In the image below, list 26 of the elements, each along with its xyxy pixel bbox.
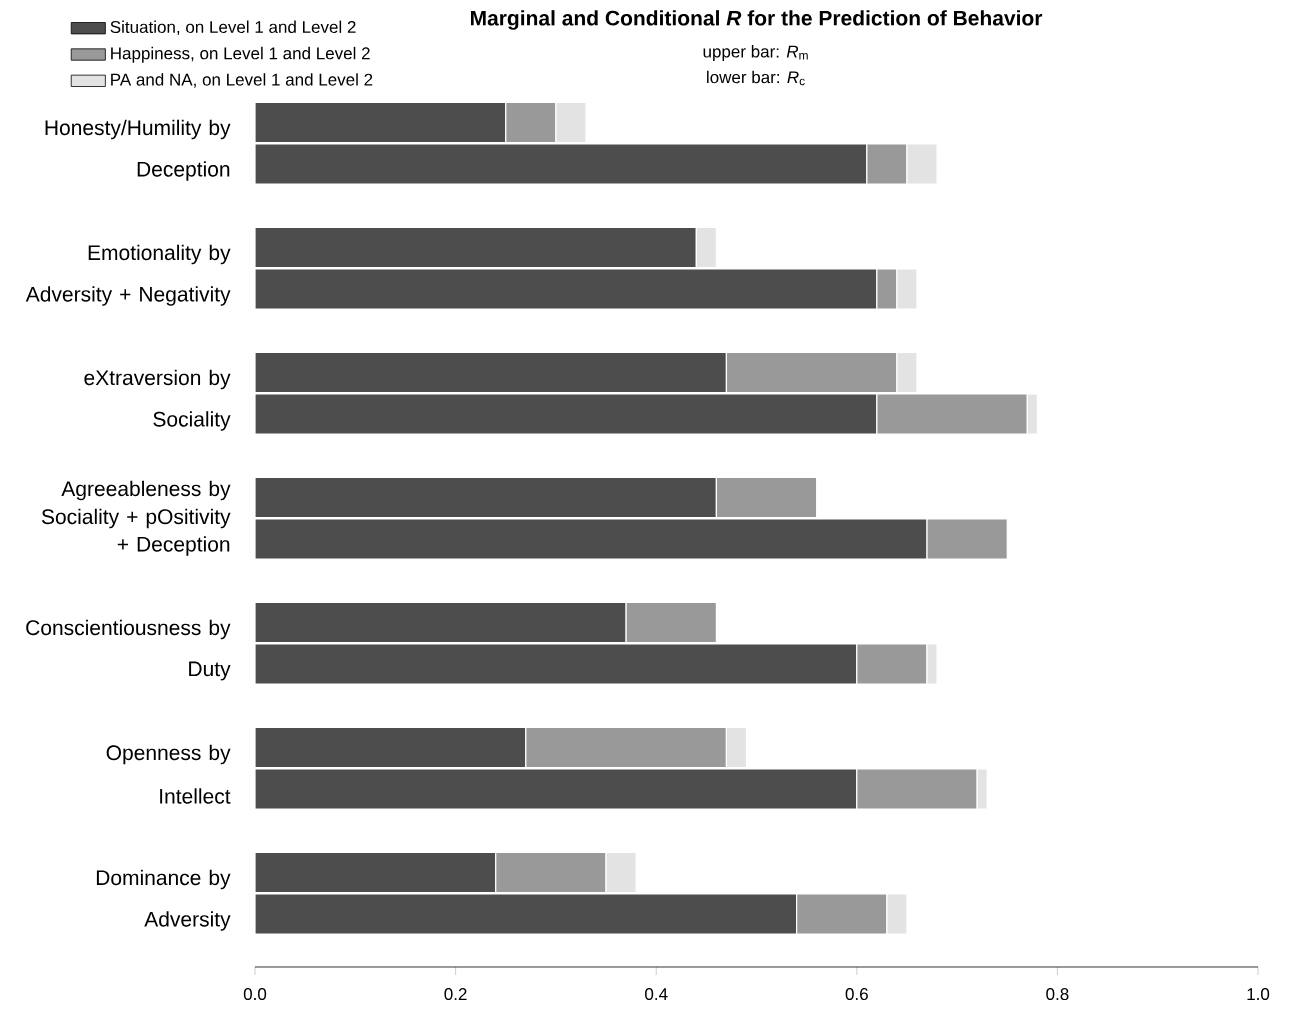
- x-tick-label: 0.0: [243, 988, 267, 1001]
- x-tick-label: 0.6: [845, 988, 868, 1001]
- legend-label: PA and NA, on Level 1 and Level 2: [111, 73, 373, 88]
- chart-subtitle: upper bar: R$_{m}$: [703, 45, 808, 61]
- y-tick-label: Sociality: [153, 411, 231, 431]
- y-tick-label: Honesty/Humility by: [45, 119, 231, 140]
- y-tick-label: + Deception: [117, 536, 230, 556]
- y-tick-label: Intellect: [160, 788, 231, 804]
- y-tick-label: Duty: [189, 661, 231, 681]
- y-tick-label: Dominance by: [96, 869, 231, 890]
- y-tick-label: Deception: [137, 161, 230, 181]
- y-tick-label: Openness by: [106, 744, 231, 765]
- x-tick-label: 0.4: [645, 988, 668, 1001]
- text: lower bar: R$_{c}$: [707, 70, 805, 86]
- chart-title: Marginal and Conditional R for the Prediction of Behavior: [470, 10, 1043, 30]
- x-tick-label: 0.8: [1046, 988, 1069, 1001]
- y-tick-label: Adversity + Negativity: [25, 286, 231, 306]
- y-tick-label: Emotionality by: [88, 244, 231, 265]
- y-tick-label: Conscientiousness by: [26, 619, 231, 640]
- legend-label: Happiness, on Level 1 and Level 2: [111, 46, 370, 63]
- x-tick-label: 1.0: [1247, 988, 1270, 1001]
- y-tick-label: Agreeableness by Sociality + pOsitivity: [41, 480, 231, 529]
- x-tick-label: 0.2: [444, 988, 467, 1001]
- y-tick-label: Adversity: [144, 911, 231, 931]
- legend-label: Situation, on Level 1 and Level 2: [110, 20, 356, 36]
- y-tick-label: eXtraversion by: [84, 369, 231, 390]
